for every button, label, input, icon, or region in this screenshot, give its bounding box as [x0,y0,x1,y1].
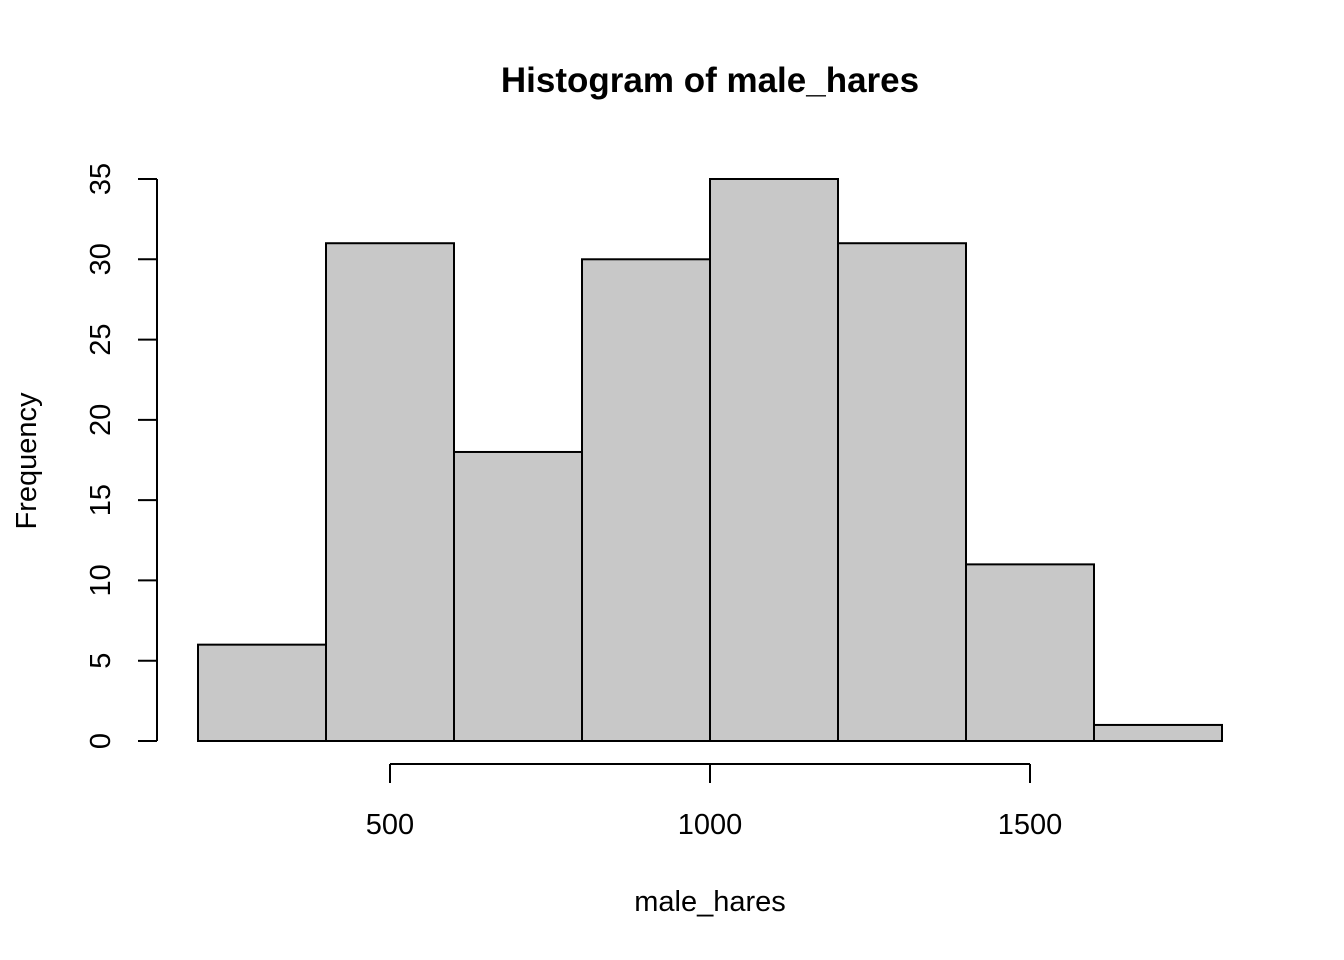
y-tick-label-35: 35 [85,163,117,195]
y-tick-label-15: 15 [85,484,117,516]
y-tick-label-20: 20 [85,404,117,436]
histogram-bar-1400-1600 [965,563,1095,742]
y-tick-label-30: 30 [85,243,117,275]
y-tick-label-0: 0 [85,733,117,749]
x-axis: 500 1000 1500 [366,763,1063,841]
x-axis-label: male_hares [634,886,786,918]
x-tick-label-1000: 1000 [678,809,743,841]
x-tick-label-1500: 1500 [998,809,1063,841]
histogram-bar-200-400 [197,643,327,743]
histogram-bar-1200-1400 [837,242,967,742]
histogram-bar-400-600 [325,242,455,742]
chart-title: Histogram of male_hares [501,61,919,100]
y-tick-label-5: 5 [85,653,117,669]
y-axis: 0 5 10 15 20 25 30 35 [85,163,158,749]
y-tick-label-25: 25 [85,323,117,355]
histogram-bar-800-1000 [581,258,711,742]
histogram-bar-1600-1800 [1093,723,1223,743]
y-axis-label: Frequency [11,392,43,530]
bars-group [197,178,1223,743]
y-tick-label-10: 10 [85,564,117,596]
histogram-bar-600-800 [453,450,583,742]
histogram-bar-1000-1200 [709,178,839,742]
x-tick-label-500: 500 [366,809,414,841]
